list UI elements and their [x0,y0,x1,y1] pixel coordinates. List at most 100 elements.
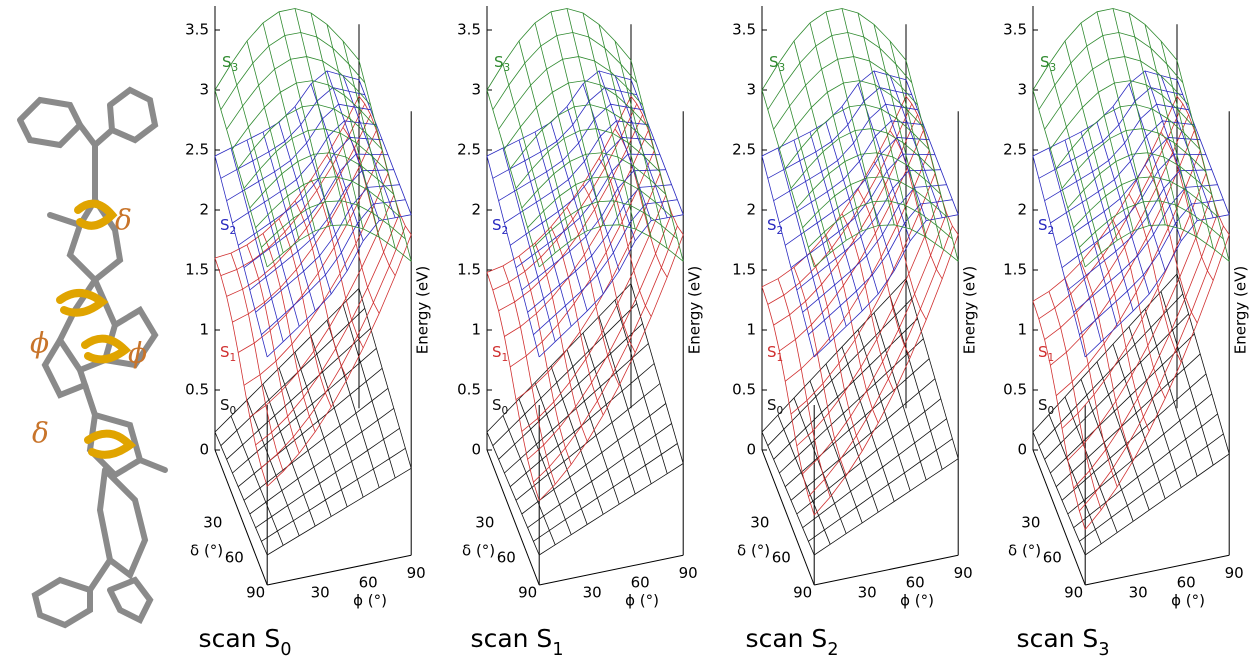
surface-line [230,64,284,253]
surface-line [841,106,895,271]
surface-line [502,64,556,253]
energy-tick-label: 1 [199,321,209,339]
surface-line [226,114,371,297]
surface-line [809,380,863,524]
surface-line [873,70,927,221]
surface-line [1079,199,1224,335]
surface-line [784,137,930,246]
surface-line [1084,234,1230,530]
state-label-base: S [767,396,777,414]
surface-line [518,255,572,465]
state-label-sub: 3 [504,62,511,74]
delta-axis-label: δ (°) [737,542,770,560]
surface-line [1050,120,1195,224]
energy-tick-label: 3 [1017,81,1027,99]
surface-line [486,155,540,358]
surface-line [232,130,377,323]
surface-line [614,128,668,278]
surface-line [214,155,268,358]
surface-line [773,318,918,460]
surface-line [1079,200,1224,248]
surface-line [1084,453,1230,556]
surface-line [773,114,918,326]
surface-line [486,89,540,268]
state-label-sub: 3 [1050,62,1057,74]
surface-line [518,40,572,241]
surface-line [1048,291,1102,510]
state-label-base: S [220,343,230,361]
surface-line [310,336,364,498]
surface-line [527,184,672,313]
surface-line [550,365,604,515]
surface-line [825,11,879,226]
surface-line [538,224,684,268]
surface-line [1061,153,1207,268]
surface-line [1055,104,1201,169]
surface-line [538,234,684,502]
state-label-sub: 1 [1048,352,1055,364]
surface-line [1050,130,1195,366]
surface-line [1084,224,1230,268]
energy-tick-label: 1 [471,321,481,339]
surface-line [249,169,394,291]
surface-line [790,378,936,501]
surface-line [246,139,300,327]
surface-line [889,75,943,218]
surface-line [1080,22,1134,231]
surface-line [796,169,941,291]
surface-line [521,169,666,291]
surface-line [278,218,332,408]
surface-line [266,467,412,556]
surface-line [905,60,959,262]
delta-tick-label: 90 [246,584,265,602]
delta-axis-label: δ (°) [190,542,223,560]
surface-line [502,265,556,485]
axis-line [1085,554,1230,586]
state-label-sub: 1 [230,352,237,364]
surface-line [533,200,678,248]
surface-line [232,120,377,224]
panel-title-base: scan S [746,624,828,653]
surface-line [246,244,300,454]
surface-line [1073,176,1218,228]
surface-line [598,24,652,238]
axis-line [486,449,540,586]
state-label-sub: 0 [1048,405,1055,417]
state-label: S1 [492,343,508,365]
surface-line [905,278,959,459]
surface-line [796,195,942,447]
energy-tick-label: 2.5 [457,141,481,159]
state-label-base: S [220,216,230,234]
surface-line [630,79,684,215]
state-label: S2 [767,216,783,238]
energy-tick-label: 1.5 [457,261,481,279]
surface-line [534,242,588,442]
surface-line [873,161,927,320]
surface-line [1044,114,1189,340]
surface-line [767,87,912,179]
surface-line [486,431,540,556]
surface-line [767,298,913,446]
state-label: S1 [1038,343,1054,365]
state-label-base: S [494,53,504,71]
surface-line [1055,137,1201,246]
surface-line [808,200,953,248]
state-label-base: S [1040,53,1050,71]
surface-line [802,176,947,228]
surface-line [1061,173,1207,429]
surface-line [1044,56,1189,130]
energy-tick-label: 0.5 [1003,381,1027,399]
state-label: S3 [769,53,785,75]
surface-line [1032,70,1178,157]
state-label-sub: 3 [232,62,239,74]
energy-tick-label: 1.5 [185,261,209,279]
state-label-sub: 3 [779,62,786,74]
surface-line [538,214,684,358]
surface-line [793,40,847,241]
angle-label: ϕ [128,337,147,370]
panel-title-sub: 0 [280,640,291,660]
surface-line [614,40,668,249]
surface-line [261,199,406,335]
surface-line [1176,273,1230,455]
